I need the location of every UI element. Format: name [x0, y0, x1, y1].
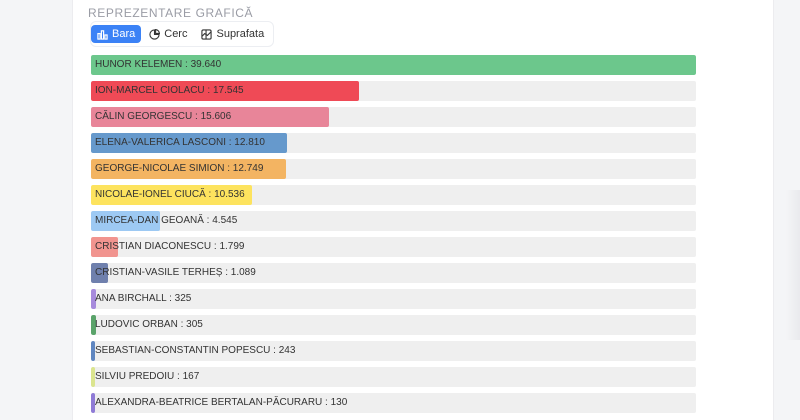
bar-row[interactable]: ELENA-VALERICA LASCONI : 12.810 [91, 133, 696, 153]
bar-label: ION-MARCEL CIOLACU : 17.545 [95, 85, 244, 96]
bar-fill [91, 289, 96, 309]
bar-label: GEORGE-NICOLAE SIMION : 12.749 [95, 163, 264, 174]
chart-type-tabs: Bara Cerc Suprafata [90, 21, 275, 47]
bar-row[interactable]: ANA BIRCHALL : 325 [91, 289, 696, 309]
bar-label: ANA BIRCHALL : 325 [95, 293, 192, 304]
chart-card: REPREZENTARE GRAFICĂ Bara Cerc [72, 0, 774, 420]
bar-fill [91, 263, 108, 283]
bar-label: ALEXANDRA-BEATRICE BERTALAN-PĂCURARU : 1… [95, 397, 348, 408]
bar-label: ELENA-VALERICA LASCONI : 12.810 [95, 137, 265, 148]
tab-bara[interactable]: Bara [91, 25, 142, 43]
bar-row[interactable]: ION-MARCEL CIOLACU : 17.545 [91, 81, 696, 101]
bar-row[interactable]: CRISTIAN-VASILE TERHEȘ : 1.089 [91, 263, 696, 283]
tab-label: Bara [112, 28, 136, 40]
bar-label: SEBASTIAN-CONSTANTIN POPESCU : 243 [95, 345, 296, 356]
bar-row[interactable]: HUNOR KELEMEN : 39.640 [91, 55, 696, 75]
bar-row[interactable]: GEORGE-NICOLAE SIMION : 12.749 [91, 159, 696, 179]
bar-row[interactable]: MIRCEA-DAN GEOANĂ : 4.545 [91, 211, 696, 231]
bar-label: CRISTIAN-VASILE TERHEȘ : 1.089 [95, 267, 256, 278]
bar-label: LUDOVIC ORBAN : 305 [95, 319, 203, 330]
tab-cerc[interactable]: Cerc [143, 25, 193, 43]
area-chart-icon [201, 28, 213, 40]
bar-label: SILVIU PREDOIU : 167 [95, 371, 200, 382]
bar-fill [91, 315, 96, 335]
bar-fill [91, 81, 359, 101]
tab-label: Suprafata [216, 28, 265, 40]
bar-row[interactable]: NICOLAE-IONEL CIUCĂ : 10.536 [91, 185, 696, 205]
bar-label: CRISTIAN DIACONESCU : 1.799 [95, 241, 245, 252]
bar-fill [91, 211, 160, 231]
bar-row[interactable]: LUDOVIC ORBAN : 305 [91, 315, 696, 335]
bar-fill [91, 367, 95, 387]
bar-label: NICOLAE-IONEL CIUCĂ : 10.536 [95, 189, 245, 200]
page-scroll-shadow [786, 190, 800, 340]
bar-fill [91, 55, 696, 75]
bar-row[interactable]: CĂLIN GEORGESCU : 15.606 [91, 107, 696, 127]
bar-chart-icon [97, 29, 108, 40]
bar-fill [91, 341, 95, 361]
bar-label: MIRCEA-DAN GEOANĂ : 4.545 [95, 215, 238, 226]
bar-fill [91, 393, 95, 413]
bar-row[interactable]: ALEXANDRA-BEATRICE BERTALAN-PĂCURARU : 1… [91, 393, 696, 413]
bar-fill [91, 237, 118, 257]
bar-row[interactable]: SILVIU PREDOIU : 167 [91, 367, 696, 387]
bar-label: HUNOR KELEMEN : 39.640 [95, 59, 222, 70]
bar-fill [91, 159, 286, 179]
tab-suprafata[interactable]: Suprafata [195, 25, 270, 43]
bar-chart: HUNOR KELEMEN : 39.640 ION-MARCEL CIOLACU… [91, 55, 696, 419]
bar-row[interactable]: CRISTIAN DIACONESCU : 1.799 [91, 237, 696, 257]
pie-chart-icon [149, 28, 161, 40]
bar-fill [91, 107, 329, 127]
bar-row[interactable]: SEBASTIAN-CONSTANTIN POPESCU : 243 [91, 341, 696, 361]
tab-label: Cerc [164, 28, 188, 40]
bar-fill [91, 185, 252, 205]
section-title: REPREZENTARE GRAFICĂ [88, 6, 254, 20]
bar-label: CĂLIN GEORGESCU : 15.606 [95, 111, 232, 122]
bar-fill [91, 133, 287, 153]
